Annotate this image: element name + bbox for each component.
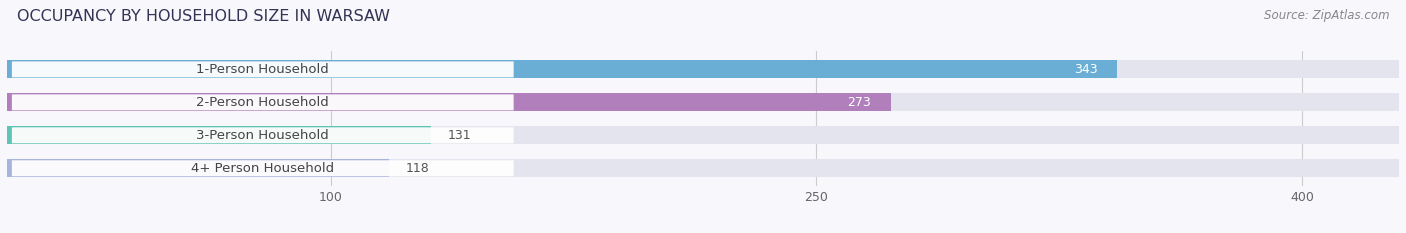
Text: 343: 343 [1074,63,1098,76]
Text: 4+ Person Household: 4+ Person Household [191,162,335,175]
Bar [7,93,1399,111]
Bar [7,60,1399,79]
Bar [7,126,432,144]
Bar [7,159,1399,177]
Text: 118: 118 [405,162,429,175]
Text: OCCUPANCY BY HOUSEHOLD SIZE IN WARSAW: OCCUPANCY BY HOUSEHOLD SIZE IN WARSAW [17,9,389,24]
Bar [7,126,1399,144]
Text: 2-Person Household: 2-Person Household [197,96,329,109]
Text: 3-Person Household: 3-Person Household [197,129,329,142]
Text: 273: 273 [848,96,872,109]
FancyBboxPatch shape [11,94,513,110]
FancyBboxPatch shape [11,62,513,77]
Bar [7,159,389,177]
Text: 1-Person Household: 1-Person Household [197,63,329,76]
FancyBboxPatch shape [11,127,513,143]
Text: Source: ZipAtlas.com: Source: ZipAtlas.com [1264,9,1389,22]
FancyBboxPatch shape [11,160,513,176]
Bar [7,93,891,111]
Text: 131: 131 [447,129,471,142]
Bar [7,60,1118,79]
